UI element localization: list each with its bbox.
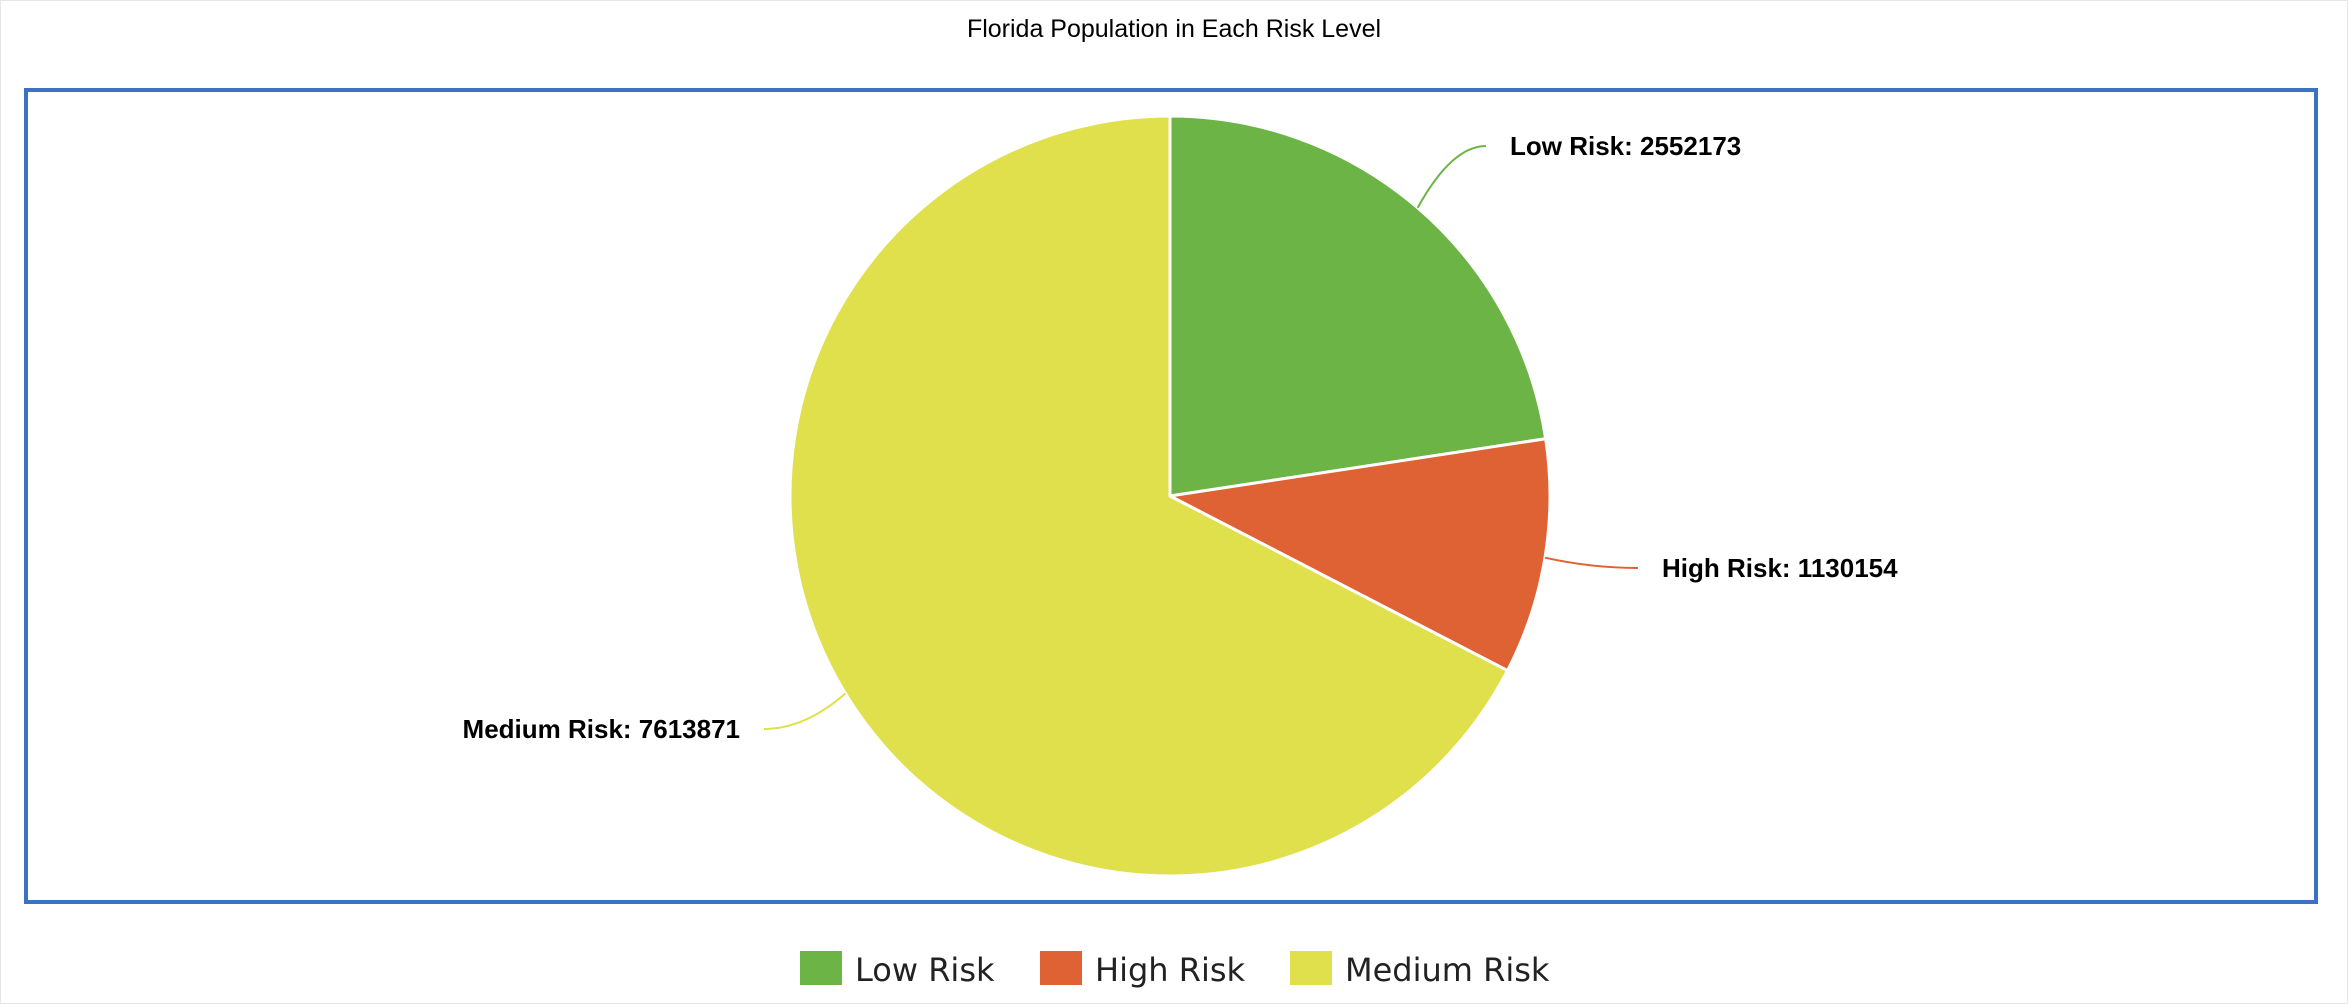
legend-item[interactable]: Medium Risk [1290, 951, 1550, 989]
legend: Low Risk High Risk Medium Risk [800, 951, 1550, 989]
legend-swatch [1290, 951, 1332, 985]
legend-swatch [1040, 951, 1082, 985]
label-connector [763, 692, 847, 730]
legend-item[interactable]: Low Risk [800, 951, 995, 989]
legend-label: High Risk [1095, 951, 1246, 989]
chart-title: Florida Population in Each Risk Level [966, 15, 1382, 43]
legend-swatch [800, 951, 842, 985]
legend-label: Medium Risk [1345, 951, 1550, 989]
data-label: High Risk: 1130154 [1662, 553, 1898, 583]
data-label: Low Risk: 2552173 [1510, 131, 1741, 161]
pie-slice-low-risk[interactable] [1168, 114, 1548, 498]
label-connector [1544, 556, 1639, 569]
labels-layer: Low Risk: 2552173 High Risk: 1130154 Mediu… [463, 131, 1899, 744]
legend-label: Low Risk [855, 951, 995, 989]
label-connector [1416, 145, 1487, 209]
pie-slice-high-risk[interactable] [1165, 437, 1552, 673]
data-label: Medium Risk: 7613871 [463, 714, 740, 744]
plot-frame [24, 88, 2318, 904]
legend-item[interactable]: High Risk [1040, 951, 1246, 989]
slices-layer [788, 114, 1552, 878]
